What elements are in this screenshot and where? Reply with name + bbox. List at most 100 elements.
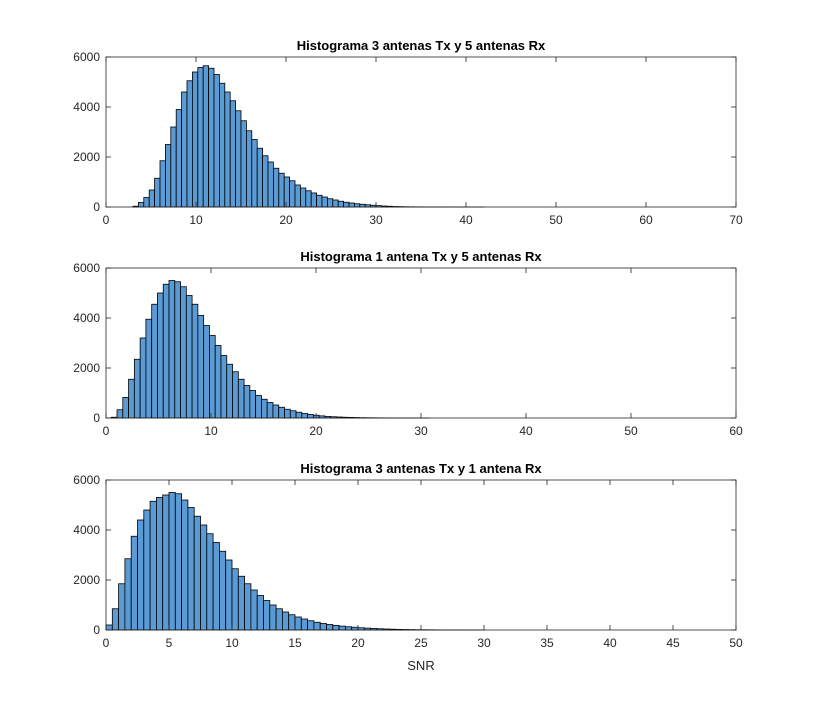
histogram-bar <box>162 283 170 419</box>
chart-title: Histograma 3 antenas Tx y 1 antena Rx <box>300 461 542 476</box>
histogram-bar <box>145 318 153 419</box>
histogram-bar <box>185 295 193 419</box>
histogram-bar <box>281 611 290 631</box>
axes-box <box>105 56 737 208</box>
x-tick-label: 5 <box>166 636 173 650</box>
histogram-bar <box>275 608 283 631</box>
x-tick-label: 35 <box>540 636 554 650</box>
histogram-bar <box>170 126 177 208</box>
y-tick-label: 0 <box>93 411 100 425</box>
histogram-bar <box>332 624 340 631</box>
x-tick-label: 50 <box>729 636 743 650</box>
histogram-bar <box>130 535 138 631</box>
histogram-bar <box>310 192 318 208</box>
histogram-bar <box>229 100 236 208</box>
histogram-bar <box>289 180 296 208</box>
histogram-bar <box>278 406 285 419</box>
histogram-bar <box>294 184 301 208</box>
histogram-bar <box>214 345 222 419</box>
histogram-bar <box>164 144 172 208</box>
x-tick-label: 20 <box>279 213 293 227</box>
histogram-bar <box>295 411 303 419</box>
x-tick-label: 10 <box>225 636 239 650</box>
histogram-bar <box>180 286 187 419</box>
histogram-bar <box>319 623 327 631</box>
histogram-bar <box>197 315 205 419</box>
histogram-bar <box>143 509 151 631</box>
histogram-bar <box>263 600 271 631</box>
histogram-bar <box>237 378 245 419</box>
histogram-bar <box>332 199 339 208</box>
histogram-bar <box>225 559 233 631</box>
x-tick-label: 0 <box>103 424 110 438</box>
histogram-bars <box>105 492 485 631</box>
y-tick-label: 4000 <box>73 523 100 537</box>
x-tick-label: 60 <box>639 213 653 227</box>
histogram-bar <box>212 542 220 631</box>
histogram-bar <box>187 507 195 631</box>
y-tick-label: 4000 <box>73 311 100 325</box>
histogram-bar <box>269 604 277 631</box>
histogram-bar <box>262 155 269 208</box>
histogram-bar <box>250 589 258 631</box>
histogram-bar <box>203 325 210 419</box>
histogram-bar <box>213 74 220 208</box>
histogram-bar <box>200 524 208 631</box>
histogram-bar <box>231 568 239 631</box>
histogram-bar <box>235 110 242 208</box>
histogram-bar <box>307 620 315 631</box>
histogram-bar <box>191 303 199 419</box>
histogram-bar <box>220 355 228 419</box>
histogram-bar <box>267 161 274 208</box>
histogram-bar <box>278 172 285 208</box>
x-tick-label: 50 <box>624 424 638 438</box>
histogram-bar <box>111 608 120 631</box>
x-tick-label: 25 <box>414 636 428 650</box>
histogram-bar <box>148 189 155 208</box>
histogram-bar <box>300 618 308 631</box>
histogram-bar <box>133 358 141 419</box>
histogram-bar <box>174 281 181 419</box>
x-tick-label: 40 <box>603 636 617 650</box>
histogram-bar <box>316 194 323 208</box>
histogram-bar <box>243 385 251 419</box>
histogram-bar <box>326 624 334 631</box>
subplot-2: 0 10 20 30 40 50 60 0 2000 4000 6000 Histograma 1 a… <box>73 249 743 438</box>
histogram-bar <box>191 71 199 208</box>
histogram-bar <box>272 167 280 208</box>
histogram-bar <box>105 624 113 631</box>
histogram-bar <box>116 409 124 419</box>
x-tick-label: 40 <box>519 424 533 438</box>
x-tick-label: 30 <box>369 213 383 227</box>
histogram-bar <box>143 197 150 208</box>
y-tick-label: 0 <box>93 200 100 214</box>
histogram-bar <box>284 408 291 419</box>
histogram-bar <box>137 519 145 631</box>
y-tick-label: 0 <box>93 623 100 637</box>
histogram-bar <box>237 575 246 631</box>
histogram-bar <box>240 120 247 208</box>
histogram-bar <box>251 139 258 208</box>
chart-title: Histograma 3 antenas Tx y 5 antenas Rx <box>297 38 546 53</box>
histogram-bar <box>305 190 312 208</box>
y-tick-label: 4000 <box>73 100 100 114</box>
histogram-bar <box>313 621 321 631</box>
histogram-bar <box>226 363 233 419</box>
histogram-bar <box>202 65 209 208</box>
histogram-bar <box>351 626 359 631</box>
histogram-bar <box>272 404 280 419</box>
histogram-bar <box>209 335 216 419</box>
histogram-bar <box>338 625 346 631</box>
histogram-bar <box>168 280 176 419</box>
histogram-bar <box>294 616 302 631</box>
histogram-bar <box>260 398 268 419</box>
histogram-bar <box>307 414 314 419</box>
histogram-bar <box>181 499 189 631</box>
histogram-bar <box>255 395 262 419</box>
histogram-bar <box>244 583 252 631</box>
histogram-bar <box>159 160 166 208</box>
histogram-bar <box>122 397 129 419</box>
histogram-bar <box>193 515 201 631</box>
